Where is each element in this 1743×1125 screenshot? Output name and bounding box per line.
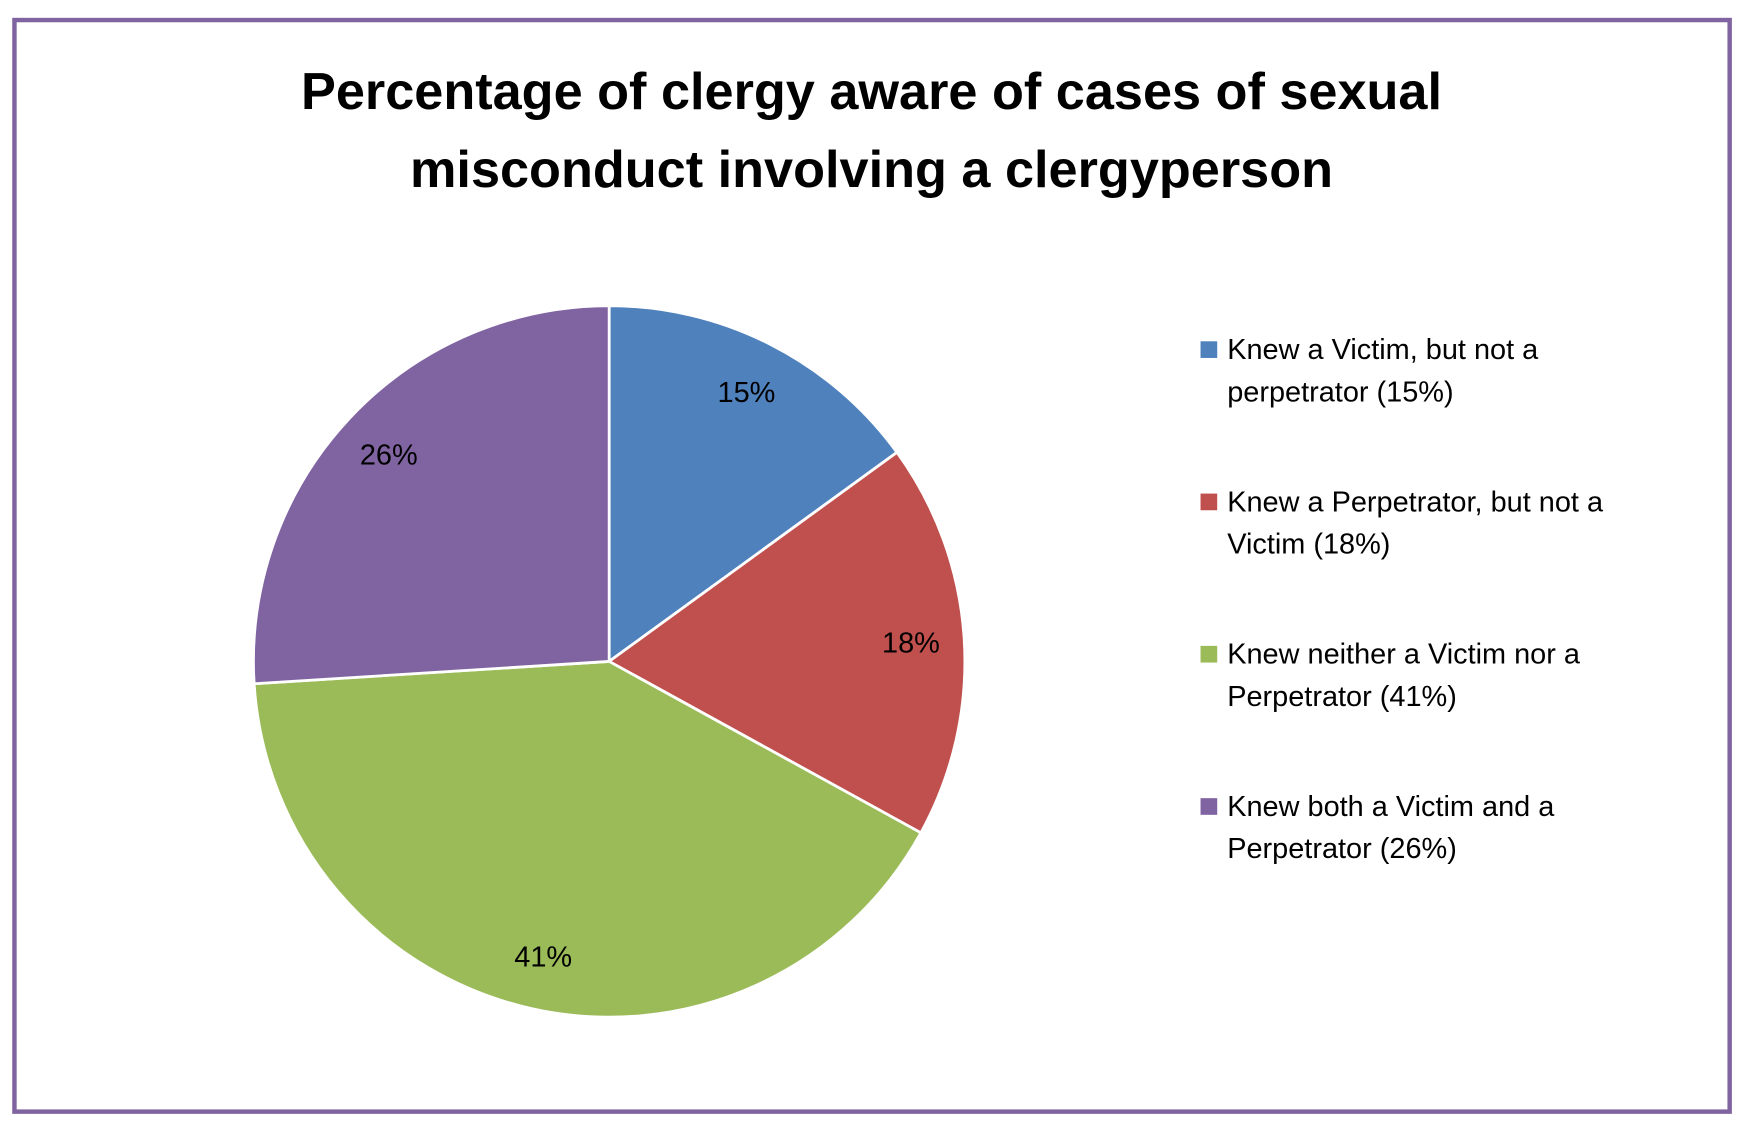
legend: Knew a Victim, but not a perpetrator (15%… [1200,334,1604,865]
data-labels: 15% 18% 41% 26% [360,377,940,973]
legend-entry-text: Knew a Victim, but not a [1227,334,1539,366]
pie-slices [252,304,967,1019]
legend-swatch [1200,645,1218,663]
legend-swatch [1200,341,1218,358]
pie-slice [607,304,899,665]
legend-entry-text: Knew neither a Victim nor a [1227,639,1581,671]
legend-entry-text: Victim (18%) [1227,529,1390,561]
legend-entry-text: Knew both a Victim and a [1227,791,1555,823]
data-label: 15% [718,377,776,409]
legend-entry-text: Knew a Perpetrator, but not a [1227,486,1604,518]
data-label: 41% [514,942,572,974]
pie-slice [252,660,923,1019]
legend-swatch [1200,798,1218,815]
legend-swatch [1200,493,1218,511]
pie-slice [252,304,611,686]
legend-entry-text: Perpetrator (41%) [1227,681,1457,713]
legend-entry-text: perpetrator (15%) [1227,376,1453,408]
chart-title-line-1: Percentage of clergy aware of cases of s… [301,63,1442,121]
data-label: 26% [360,439,418,471]
legend-entry-text: Perpetrator (26%) [1227,833,1457,865]
data-label: 18% [882,627,940,659]
chart-title-line-2: misconduct involving a clergyperson [410,141,1333,199]
pie-slice [606,450,967,835]
